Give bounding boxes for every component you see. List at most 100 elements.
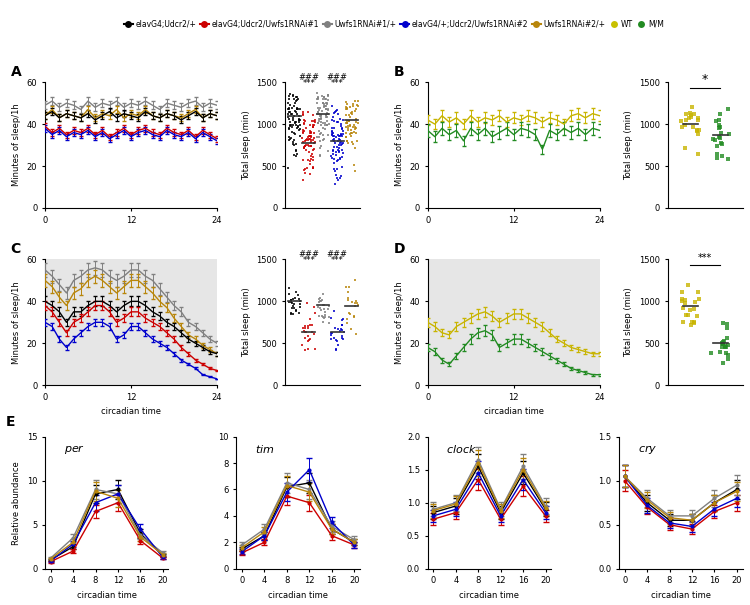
Point: [304, 131, 316, 141]
Point: [717, 318, 729, 328]
Point: [312, 94, 324, 103]
Point: [292, 116, 304, 125]
Point: [716, 151, 728, 161]
Point: [340, 128, 352, 138]
Point: [326, 130, 338, 140]
Point: [307, 110, 319, 120]
Point: [291, 109, 303, 119]
Point: [285, 309, 297, 319]
Point: [304, 159, 316, 169]
Point: [346, 123, 358, 132]
Point: [680, 115, 692, 125]
Point: [316, 306, 328, 315]
Point: [299, 168, 311, 178]
Point: [318, 92, 330, 102]
Point: [283, 283, 295, 293]
Text: $\it{tim}$: $\it{tim}$: [255, 443, 274, 456]
Point: [291, 96, 303, 105]
Point: [316, 312, 328, 322]
Point: [716, 139, 728, 149]
Point: [348, 312, 360, 322]
Point: [318, 300, 330, 310]
Point: [332, 324, 344, 334]
Point: [341, 116, 353, 126]
Point: [306, 327, 318, 337]
Point: [283, 124, 295, 134]
Point: [348, 160, 360, 169]
Point: [685, 110, 697, 120]
Point: [308, 116, 320, 126]
Point: [303, 141, 315, 151]
Point: [307, 122, 319, 132]
Point: [316, 106, 328, 116]
Text: ***: ***: [698, 253, 712, 263]
Point: [334, 327, 346, 336]
Point: [304, 120, 316, 130]
Point: [311, 93, 323, 103]
Point: [287, 101, 299, 111]
Point: [718, 336, 730, 345]
Point: [350, 296, 361, 306]
Point: [305, 137, 317, 147]
Point: [710, 116, 722, 125]
Point: [349, 312, 361, 321]
Point: [321, 120, 333, 129]
Y-axis label: Minutes of sleep/1h: Minutes of sleep/1h: [395, 103, 404, 186]
Point: [320, 112, 332, 122]
Point: [326, 123, 338, 132]
Point: [316, 119, 328, 128]
Point: [290, 103, 302, 113]
Point: [308, 146, 320, 155]
Point: [721, 324, 733, 333]
Point: [294, 104, 306, 114]
Point: [286, 304, 298, 313]
Point: [317, 316, 329, 326]
Point: [319, 307, 331, 317]
Point: [290, 107, 302, 117]
Point: [332, 117, 344, 127]
Point: [289, 117, 301, 127]
Point: [344, 112, 355, 122]
Point: [328, 322, 340, 332]
Point: [335, 171, 347, 180]
Point: [302, 322, 314, 332]
Point: [343, 116, 355, 125]
Point: [298, 116, 310, 126]
Point: [312, 93, 324, 102]
Point: [303, 147, 315, 157]
Point: [351, 136, 363, 146]
Y-axis label: Total sleep (min): Total sleep (min): [625, 110, 634, 180]
Point: [328, 159, 340, 168]
Point: [330, 344, 342, 354]
Point: [336, 315, 348, 325]
Point: [308, 120, 320, 130]
Point: [341, 318, 353, 328]
Point: [342, 123, 354, 133]
Point: [289, 106, 301, 116]
Point: [282, 113, 294, 122]
Text: ###: ###: [298, 73, 320, 82]
Point: [680, 109, 692, 119]
Point: [686, 102, 698, 111]
X-axis label: circadian time: circadian time: [460, 591, 520, 600]
Point: [318, 134, 330, 144]
Point: [333, 143, 345, 153]
Point: [290, 120, 302, 130]
Point: [322, 131, 334, 140]
Point: [346, 297, 358, 307]
Y-axis label: Total sleep (min): Total sleep (min): [242, 110, 250, 180]
Point: [326, 126, 338, 136]
Point: [290, 99, 302, 108]
Point: [346, 139, 358, 149]
Y-axis label: Total sleep (min): Total sleep (min): [242, 287, 250, 357]
Point: [723, 129, 735, 139]
Point: [717, 338, 729, 347]
Point: [298, 175, 310, 185]
Point: [294, 120, 306, 130]
Point: [719, 342, 731, 352]
Point: [309, 308, 321, 318]
Point: [298, 143, 310, 152]
Point: [330, 132, 342, 142]
Point: [341, 99, 353, 108]
Point: [285, 296, 297, 306]
